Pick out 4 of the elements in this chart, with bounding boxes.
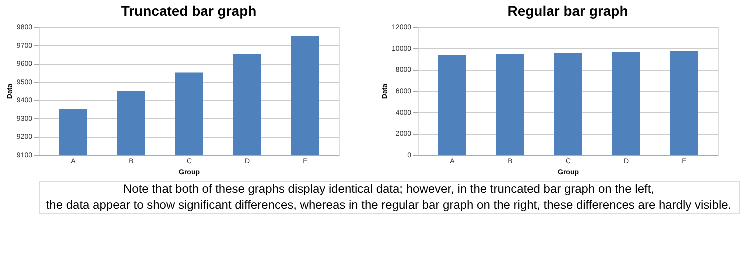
chart-title: Regular bar graph: [508, 3, 628, 19]
text: the data appear to show significant differences, whereas in the regular bar graph on the right, these differences are hardly visible.: [46, 198, 732, 212]
chart-title: Truncated bar graph: [121, 3, 257, 19]
text: Note that both of these graphs display identical data; however, in the truncated bar graph on the left,: [123, 182, 655, 196]
